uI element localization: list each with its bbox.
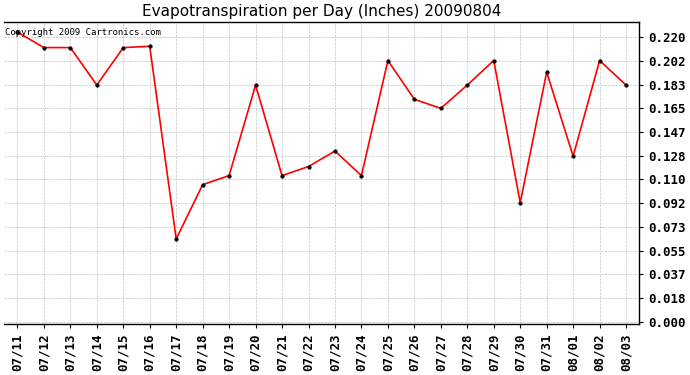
Title: Evapotranspiration per Day (Inches) 20090804: Evapotranspiration per Day (Inches) 2009…: [142, 4, 502, 19]
Text: Copyright 2009 Cartronics.com: Copyright 2009 Cartronics.com: [6, 28, 161, 37]
